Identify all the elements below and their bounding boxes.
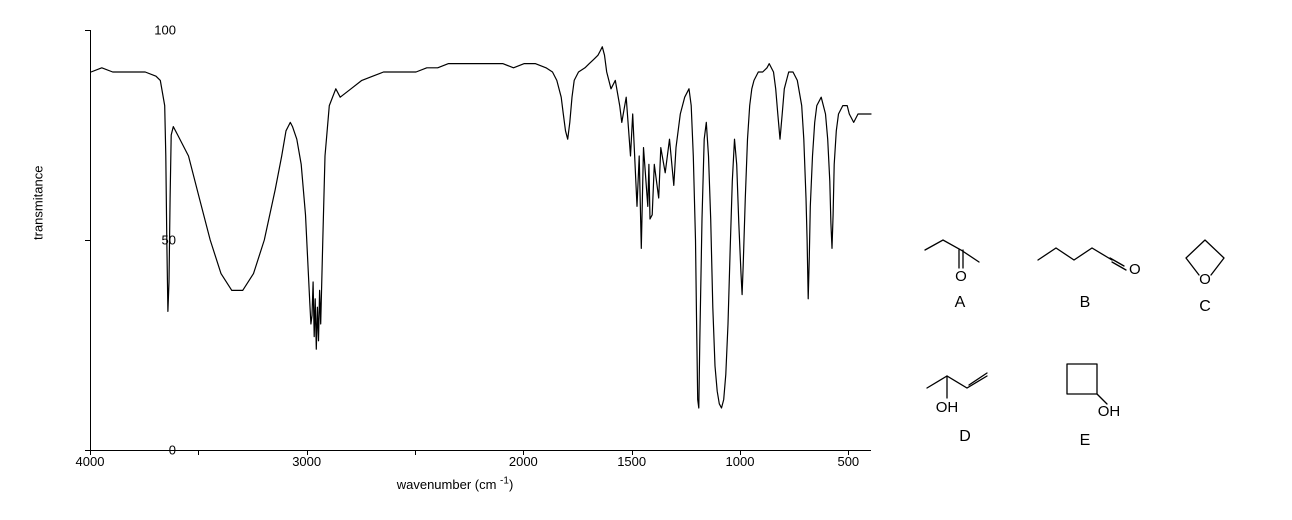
molecule-D-label: D [910,428,1020,446]
molecule-C-label: C [1165,298,1245,316]
ir-spectrum-chart: transmitance 0 50 100 4000 3000 2000 1500 1000… [20,10,890,500]
x-tick-label: 3000 [292,454,321,469]
molecule-B-label: B [1030,294,1140,312]
x-tick-label: 1000 [726,454,755,469]
plot-area [90,30,871,451]
figure-container: transmitance 0 50 100 4000 3000 2000 1500 1000… [0,0,1292,520]
y-axis-label: transmitance [31,166,46,240]
x-tick-label: 500 [837,454,859,469]
y-tick-label: 50 [116,233,176,248]
molecule-C: O C [1165,228,1245,316]
cyclobutanol-icon: OH [1045,358,1125,424]
svg-text:O: O [955,268,967,285]
spectrum-line [91,30,871,450]
svg-text:O: O [1199,271,1211,288]
svg-text:OH: OH [1098,403,1121,420]
svg-text:OH: OH [936,399,959,416]
x-tick-label: 1500 [617,454,646,469]
molecule-B: O B [1030,228,1140,312]
ketone-icon: O [915,228,1005,286]
x-tick-label: 4000 [76,454,105,469]
allylic-alcohol-icon: OH [915,358,1015,420]
y-tick-label: 100 [116,23,176,38]
molecule-D: OH D [910,358,1020,446]
x-axis-label: wavenumber (cm -1) [20,476,890,492]
molecule-A-label: A [910,294,1010,312]
x-tick-label: 2000 [509,454,538,469]
y-tick-label: 0 [116,443,176,458]
molecule-options: O A O B O C [910,228,1280,488]
molecule-A: O A [910,228,1010,312]
aldehyde-icon: O [1030,228,1140,286]
svg-text:O: O [1129,261,1140,278]
molecule-E-label: E [1040,432,1130,450]
thf-icon: O [1170,228,1240,290]
molecule-E: OH E [1040,358,1130,450]
